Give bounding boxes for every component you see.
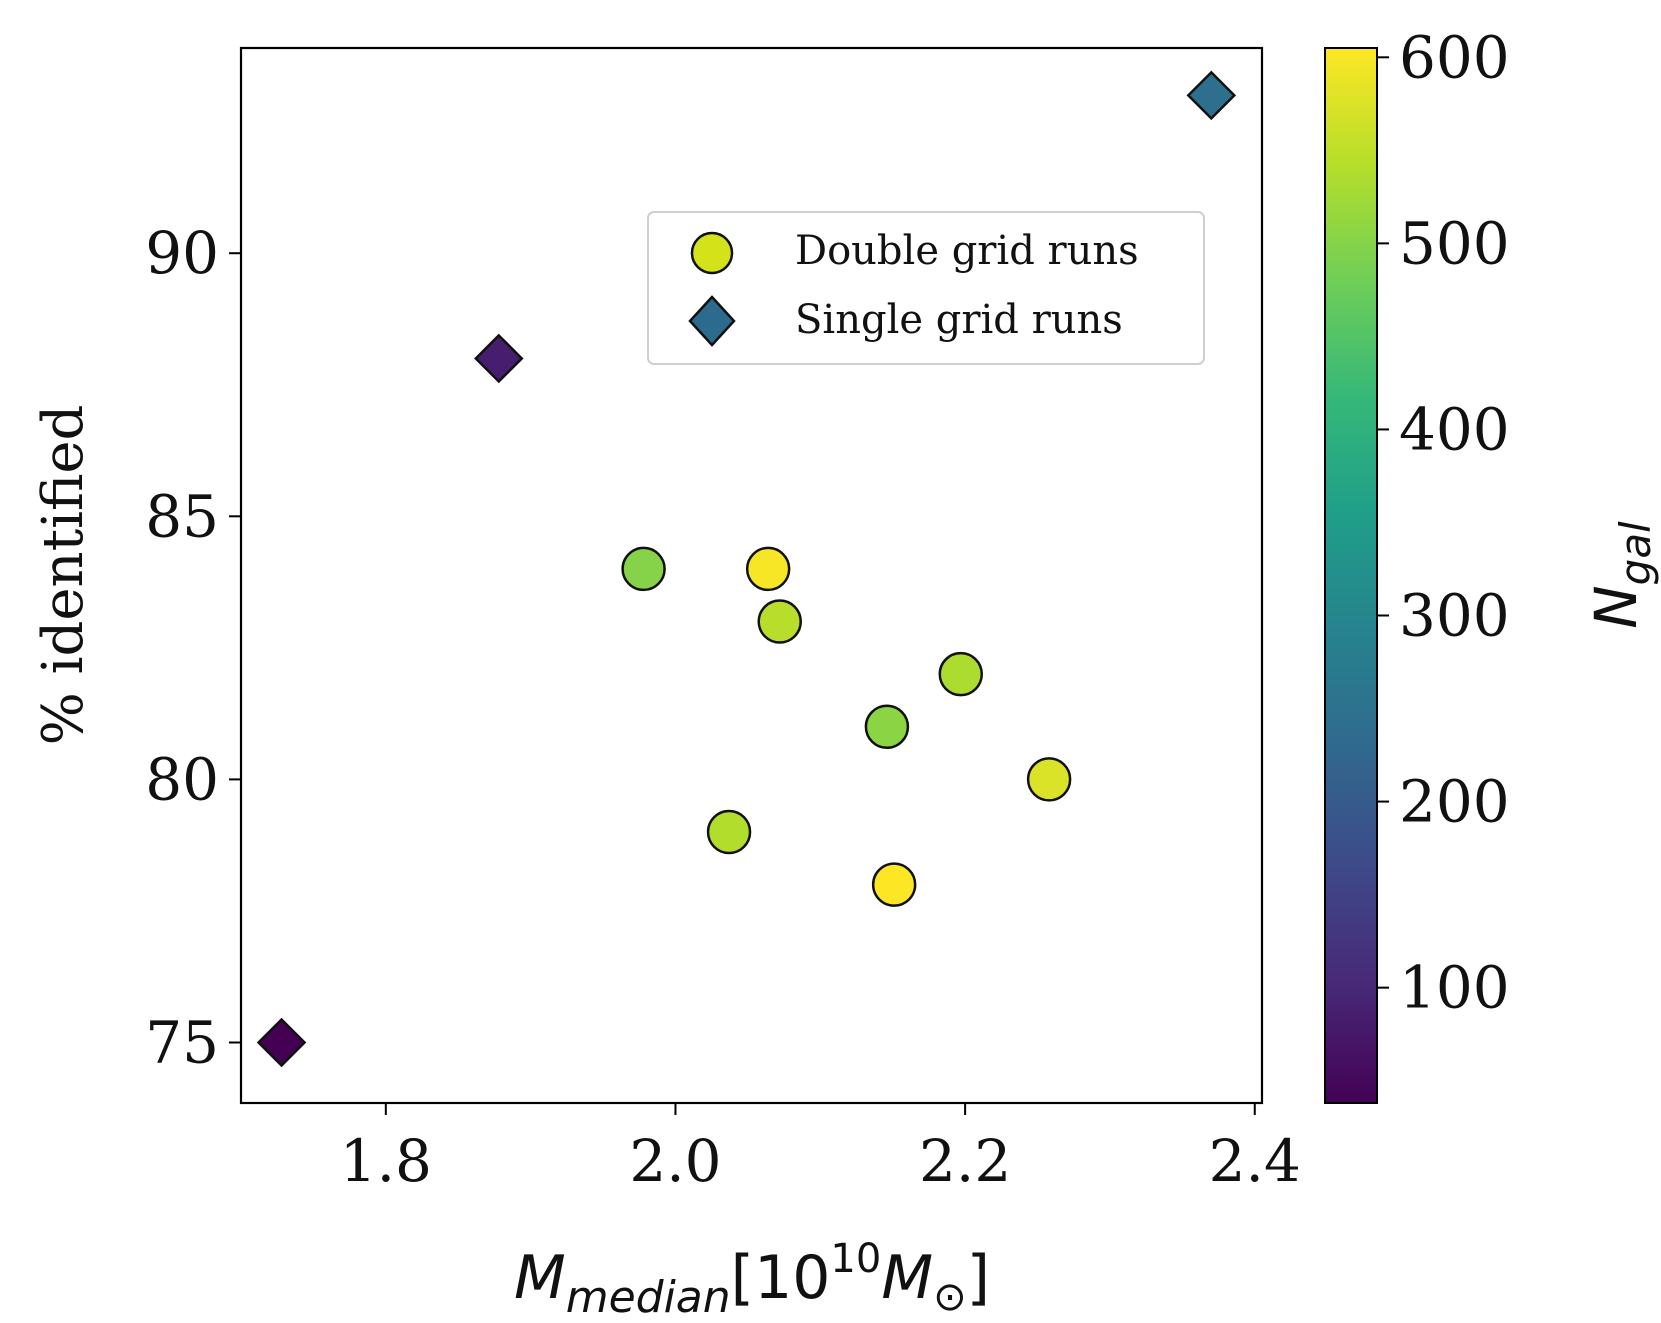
legend-marker-single-grid	[688, 295, 736, 347]
colorbar-tick-label: 600	[1399, 23, 1510, 91]
y-axis: 75 80 85 90	[145, 219, 241, 1076]
x-label-sub: median	[566, 1272, 731, 1323]
legend-marker-double-grid	[690, 231, 734, 275]
legend-box	[647, 211, 1205, 365]
x-label-bracket-open: [10	[731, 1243, 831, 1313]
colorbar-tick-label: 300	[1399, 582, 1510, 650]
x-tick-label: 2.2	[919, 1127, 1011, 1195]
x-tick-label: 2.0	[629, 1127, 721, 1195]
colorbar-tick-label: 500	[1399, 209, 1510, 277]
data-point-circle	[864, 704, 910, 750]
y-axis-label: % identified	[31, 405, 96, 746]
scatter-points	[256, 70, 1237, 1068]
data-point-diamond	[256, 1017, 307, 1068]
legend-label-double-grid: Double grid runs	[795, 228, 1139, 274]
x-label-bracket-close: ]	[967, 1243, 990, 1313]
data-point-circle	[1026, 757, 1072, 802]
y-tick-label: 80	[145, 745, 219, 813]
x-axis: 1.8 2.0 2.2 2.4	[340, 1103, 1301, 1195]
y-tick-label: 90	[145, 219, 219, 287]
data-point-circle	[938, 651, 984, 697]
x-label-exp: 10	[830, 1236, 881, 1282]
legend: Double grid runs Single grid runs	[647, 211, 1205, 365]
colorbar-tick-label: 100	[1399, 954, 1510, 1022]
x-label-unit: M	[881, 1243, 933, 1313]
x-axis-label: Mmedian[1010M⊙]	[514, 1236, 990, 1323]
data-point-diamond	[474, 333, 524, 384]
x-label-unit-sub: ⊙	[933, 1274, 967, 1320]
y-tick-label: 85	[145, 482, 219, 550]
colorbar-gradient	[1324, 47, 1378, 1104]
data-point-circle	[745, 546, 791, 592]
data-point-circle	[621, 546, 666, 592]
colorbar: 100 200 300 400 500 600 Ngal	[1324, 23, 1660, 1104]
legend-label-single-grid: Single grid runs	[795, 297, 1123, 343]
colorbar-tick-label: 400	[1399, 395, 1510, 463]
colorbar-label-sub: gal	[1611, 521, 1660, 585]
data-point-circle	[706, 809, 752, 855]
x-tick-label: 1.8	[340, 1127, 432, 1195]
x-tick-label: 2.4	[1209, 1127, 1301, 1195]
data-point-circle	[871, 862, 917, 907]
colorbar-label: Ngal	[1582, 521, 1660, 629]
data-point-circle	[757, 599, 802, 644]
data-point-diamond	[1186, 70, 1237, 121]
x-label-main: M	[514, 1243, 566, 1313]
y-tick-label: 75	[145, 1008, 219, 1076]
colorbar-ticks: 100 200 300 400 500 600	[1377, 23, 1510, 1022]
colorbar-tick-label: 200	[1399, 768, 1510, 836]
colorbar-label-main: N	[1582, 585, 1650, 628]
